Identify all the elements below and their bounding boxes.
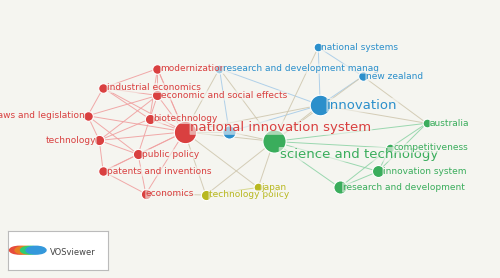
Text: japan: japan (262, 183, 286, 192)
Text: science and technology: science and technology (280, 148, 438, 161)
Point (316, 103, 324, 107)
Point (154, 93, 162, 98)
Point (202, 193, 210, 197)
Point (99, 169, 107, 174)
Point (386, 146, 394, 150)
Text: new zealand: new zealand (366, 72, 423, 81)
Text: economics: economics (146, 189, 194, 198)
Text: national systems: national systems (322, 43, 398, 52)
Text: competitiveness: competitiveness (393, 143, 468, 152)
Text: innovation: innovation (327, 99, 398, 111)
Text: innovation system: innovation system (383, 167, 466, 176)
Point (216, 66, 224, 71)
Text: technology: technology (46, 136, 96, 145)
Point (254, 185, 262, 190)
Text: australia: australia (430, 119, 470, 128)
Circle shape (26, 246, 46, 254)
Point (314, 45, 322, 49)
Text: research and development manag: research and development manag (222, 64, 378, 73)
Text: national innovation system: national innovation system (190, 121, 372, 134)
Text: laws and legislation: laws and legislation (0, 111, 84, 120)
Circle shape (20, 246, 40, 254)
Text: industrial economics: industrial economics (107, 83, 201, 93)
Point (270, 139, 278, 144)
Text: research and development: research and development (342, 183, 464, 192)
Text: economic and social effects: economic and social effects (162, 91, 288, 100)
Text: biotechnology: biotechnology (154, 115, 218, 123)
Point (225, 130, 233, 134)
Text: public policy: public policy (142, 150, 199, 159)
Point (359, 74, 367, 78)
Text: modernization: modernization (160, 64, 226, 73)
Point (336, 185, 344, 190)
Circle shape (15, 246, 35, 254)
Point (84, 113, 92, 118)
Circle shape (10, 246, 29, 254)
Point (146, 117, 154, 121)
Text: patents and inventions: patents and inventions (107, 167, 212, 176)
Point (423, 121, 431, 125)
Text: VOSviewer: VOSviewer (50, 248, 95, 257)
Point (142, 192, 150, 196)
Point (154, 66, 162, 71)
Point (374, 169, 382, 174)
Point (96, 138, 104, 143)
Text: technology policy: technology policy (209, 190, 289, 200)
Point (134, 152, 142, 157)
Point (99, 86, 107, 90)
Point (180, 130, 188, 134)
